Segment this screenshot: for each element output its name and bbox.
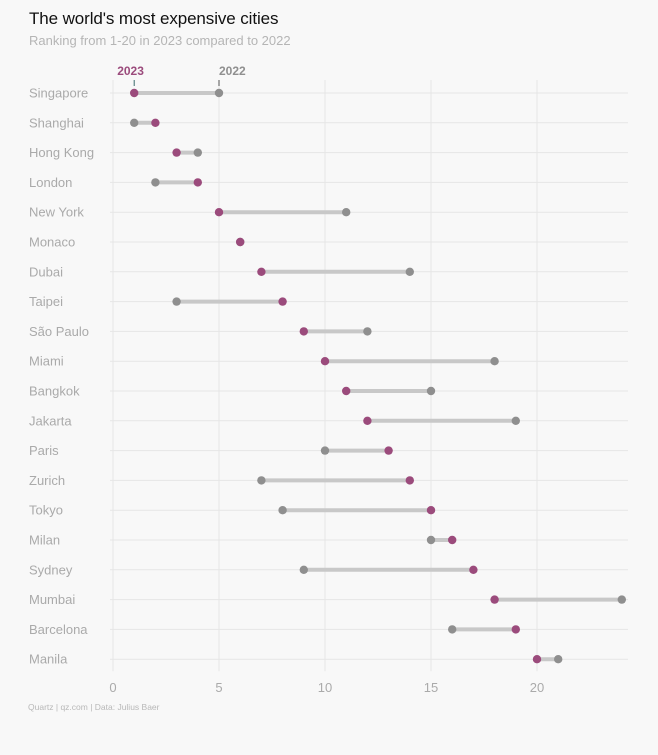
city-label: Tokyo bbox=[29, 503, 63, 518]
point-2022 bbox=[193, 148, 202, 157]
point-2023 bbox=[469, 565, 478, 574]
city-label: Paris bbox=[29, 443, 59, 458]
city-row: Dubai bbox=[29, 264, 414, 279]
point-2022 bbox=[448, 625, 457, 634]
point-2023 bbox=[490, 595, 499, 604]
city-label: New York bbox=[29, 205, 84, 220]
point-2023 bbox=[257, 267, 266, 276]
point-2022 bbox=[278, 506, 287, 515]
point-2022 bbox=[554, 655, 563, 664]
city-label: Barcelona bbox=[29, 622, 88, 637]
city-label: Singapore bbox=[29, 86, 88, 101]
x-tick-label: 15 bbox=[424, 680, 438, 695]
city-row: Tokyo bbox=[29, 503, 436, 518]
city-row: Barcelona bbox=[29, 622, 520, 637]
point-2022 bbox=[151, 178, 160, 187]
city-label: Hong Kong bbox=[29, 145, 94, 160]
point-2023 bbox=[426, 506, 436, 515]
chart-footer: Quartz | qz.com | Data: Julius Baer bbox=[28, 702, 160, 712]
city-label: Miami bbox=[29, 354, 64, 369]
point-2023 bbox=[172, 148, 181, 157]
city-row: Sydney bbox=[29, 562, 478, 577]
point-2023 bbox=[405, 476, 414, 485]
grid-lines bbox=[110, 80, 628, 672]
point-2023 bbox=[342, 386, 351, 396]
point-2023 bbox=[151, 118, 160, 128]
x-tick-label: 5 bbox=[215, 680, 222, 695]
x-tick-label: 0 bbox=[109, 680, 116, 695]
point-2022 bbox=[426, 535, 436, 545]
point-2023 bbox=[448, 535, 457, 545]
city-label: Bangkok bbox=[29, 384, 80, 399]
city-row: Manila bbox=[29, 652, 563, 667]
point-2022 bbox=[257, 476, 266, 485]
city-row: Shanghai bbox=[29, 115, 160, 130]
city-row: Jakarta bbox=[29, 413, 520, 428]
city-label: Taipei bbox=[29, 294, 63, 309]
city-rows: Singapore Shanghai Hong Kong London New York… bbox=[29, 86, 626, 667]
city-label: Milan bbox=[29, 533, 60, 548]
point-2023 bbox=[532, 655, 542, 664]
city-row: São Paulo bbox=[29, 324, 372, 339]
legend-label-2023: 2023 bbox=[117, 64, 144, 78]
point-2022 bbox=[342, 208, 351, 217]
city-label: Monaco bbox=[29, 235, 75, 250]
point-2022 bbox=[363, 327, 372, 336]
point-2023 bbox=[130, 88, 139, 98]
point-2023 bbox=[236, 237, 245, 247]
city-label: Jakarta bbox=[29, 413, 72, 428]
city-row: Zurich bbox=[29, 473, 414, 488]
city-row: Mumbai bbox=[29, 592, 626, 607]
city-label: Dubai bbox=[29, 264, 63, 279]
point-2023 bbox=[384, 446, 393, 455]
point-2023 bbox=[299, 327, 308, 336]
city-label: Manila bbox=[29, 652, 68, 667]
city-label: London bbox=[29, 175, 72, 190]
point-2022 bbox=[426, 386, 436, 396]
city-label: Shanghai bbox=[29, 115, 84, 130]
point-2023 bbox=[278, 297, 287, 306]
city-row: Bangkok bbox=[29, 384, 436, 399]
chart-title: The world's most expensive cities bbox=[29, 9, 279, 28]
point-2022 bbox=[511, 416, 520, 425]
x-axis-ticks: 0 5 10 15 20 bbox=[109, 680, 544, 695]
legend-label-2022: 2022 bbox=[219, 64, 246, 78]
point-2023 bbox=[320, 357, 330, 366]
legend: 2023 2022 bbox=[117, 64, 246, 86]
point-2022 bbox=[299, 565, 308, 574]
city-row: New York bbox=[29, 205, 351, 220]
x-tick-label: 10 bbox=[318, 680, 332, 695]
point-2023 bbox=[363, 416, 372, 425]
point-2022 bbox=[214, 88, 224, 98]
city-row: Milan bbox=[29, 533, 457, 548]
city-row: Paris bbox=[29, 443, 393, 458]
point-2023 bbox=[214, 208, 224, 217]
point-2022 bbox=[130, 118, 139, 128]
point-2022 bbox=[405, 267, 414, 276]
point-2022 bbox=[617, 595, 626, 604]
chart-subtitle: Ranking from 1-20 in 2023 compared to 20… bbox=[29, 33, 291, 48]
city-label: Mumbai bbox=[29, 592, 75, 607]
city-row: London bbox=[29, 175, 202, 190]
city-label: Zurich bbox=[29, 473, 65, 488]
city-label: Sydney bbox=[29, 562, 73, 577]
point-2022 bbox=[172, 297, 181, 306]
point-2022 bbox=[320, 446, 330, 455]
point-2023 bbox=[511, 625, 520, 634]
city-label: São Paulo bbox=[29, 324, 89, 339]
point-2022 bbox=[490, 357, 499, 366]
city-row: Hong Kong bbox=[29, 145, 202, 160]
city-row: Monaco bbox=[29, 235, 245, 250]
city-row: Miami bbox=[29, 354, 499, 369]
city-row: Taipei bbox=[29, 294, 287, 309]
city-row: Singapore bbox=[29, 86, 224, 101]
x-tick-label: 20 bbox=[530, 680, 544, 695]
point-2023 bbox=[193, 178, 202, 187]
